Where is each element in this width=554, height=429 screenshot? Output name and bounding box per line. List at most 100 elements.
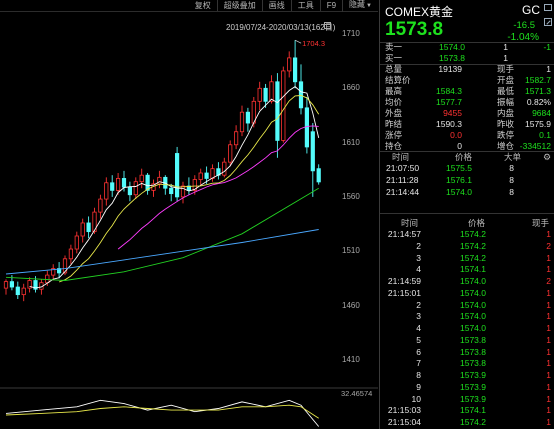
- trades-list[interactable]: 21:14:57 1574.2 1 2 1574.2 2 3 1574.2 1 4 1574.1 1 2…: [380, 229, 554, 429]
- trade-time: 10: [411, 393, 421, 404]
- trade-price: 1573.9: [460, 370, 486, 380]
- candle-body: [169, 187, 174, 195]
- trade-row[interactable]: 10 1573.9 1: [380, 394, 554, 405]
- column-header-volume: 现手: [532, 218, 550, 228]
- trade-volume: 1: [546, 299, 551, 310]
- big-order-row[interactable]: 21:11:28 1576.1 8: [380, 175, 554, 186]
- y-tick-label: 1660: [342, 83, 360, 93]
- candle-body: [127, 186, 132, 196]
- candle-body: [204, 172, 209, 179]
- trade-row[interactable]: 5 1573.8 1: [380, 335, 554, 346]
- trade-row[interactable]: 8 1573.9 1: [380, 370, 554, 381]
- trade-time: 6: [416, 346, 421, 357]
- kline-chart[interactable]: 1704.3 复权 超级叠加 画线 工具 F9 隐藏▼ 2019/07/24-2…: [0, 0, 378, 429]
- trade-price: 1573.9: [460, 381, 486, 392]
- candle-body: [263, 87, 268, 102]
- bid-label: 买一: [385, 53, 403, 63]
- calendar-icon[interactable]: [324, 22, 331, 29]
- trade-row[interactable]: 3 1574.2 1: [380, 253, 554, 264]
- candle-body: [68, 248, 73, 260]
- trade-row[interactable]: 2 1574.2 2: [380, 241, 554, 252]
- candle-body: [80, 222, 85, 237]
- stat-row: 昨结 1590.3 昨收 1575.9: [380, 119, 554, 130]
- stat-value: 1582.7: [525, 75, 551, 85]
- trade-volume: 1: [546, 311, 551, 322]
- big-orders-header: 时间 价格 大单: [380, 152, 554, 163]
- order-price: 1575.5: [446, 163, 472, 173]
- bid-volume: 1: [503, 53, 508, 63]
- trade-row[interactable]: 4 1574.0 1: [380, 323, 554, 334]
- trade-time: 3: [416, 252, 421, 263]
- edit-icon[interactable]: [544, 18, 552, 26]
- window-icon[interactable]: [544, 4, 552, 11]
- trade-row[interactable]: 2 1574.0 1: [380, 300, 554, 311]
- trade-volume: 1: [546, 287, 551, 298]
- divider: [380, 151, 554, 152]
- candles-layer: [3, 40, 321, 302]
- stat-value: 1: [546, 64, 551, 74]
- instrument-code: GC: [522, 3, 540, 17]
- toolbar-draw-line[interactable]: 画线: [261, 0, 291, 11]
- toolbar-super-overlay[interactable]: 超级叠加: [216, 0, 262, 11]
- big-order-row[interactable]: 21:07:50 1575.5 8: [380, 163, 554, 174]
- stat-label: 跌停: [497, 130, 515, 140]
- stat-label: 涨停: [385, 130, 403, 140]
- toolbar-tools[interactable]: 工具: [290, 0, 320, 11]
- stat-value: 1590.3: [436, 119, 462, 129]
- trade-row[interactable]: 21:15:03 1574.1 1: [380, 405, 554, 416]
- trade-row[interactable]: 9 1573.9 1: [380, 382, 554, 393]
- stat-row: 结算价 开盘 1582.7: [380, 75, 554, 86]
- trade-price: 1573.8: [460, 358, 486, 369]
- kline-canvas[interactable]: 1704.3: [0, 0, 378, 429]
- trade-time: 4: [416, 323, 421, 333]
- gear-icon[interactable]: ⚙: [543, 152, 552, 162]
- trade-row[interactable]: 21:15:04 1574.2 1: [380, 417, 554, 428]
- trade-row[interactable]: 21:14:57 1574.2 1: [380, 229, 554, 240]
- stat-value: 0.82%: [526, 97, 551, 107]
- chart-toolbar: 复权 超级叠加 画线 工具 F9 隐藏▼: [0, 0, 378, 12]
- ma120-line: [5, 229, 319, 275]
- trade-volume: 1: [546, 323, 551, 333]
- trade-price: 1574.1: [460, 264, 486, 275]
- candle-body: [180, 185, 186, 198]
- trade-volume: 1: [546, 229, 551, 239]
- stat-label: 持仓: [385, 141, 403, 151]
- stat-value: 19139: [438, 64, 462, 74]
- stat-label: 最高: [385, 86, 403, 96]
- stat-label: 开盘: [497, 75, 515, 85]
- candle-body: [15, 286, 20, 296]
- ask-label: 卖一: [385, 42, 403, 52]
- stat-value: 0.1: [539, 130, 551, 140]
- toolbar-restore-rights[interactable]: 复权: [194, 1, 211, 10]
- toolbar-f9[interactable]: F9: [319, 0, 342, 11]
- candle-body: [316, 168, 321, 183]
- divider: [380, 42, 554, 43]
- trade-row[interactable]: 6 1573.8 1: [380, 347, 554, 358]
- big-order-row[interactable]: 21:14:44 1574.0 8: [380, 187, 554, 198]
- order-volume: 8: [509, 175, 514, 185]
- trade-row[interactable]: 21:15:01 1574.0 1: [380, 288, 554, 299]
- trades-header: 时间 价格 现手: [380, 218, 554, 229]
- candle-body: [33, 280, 38, 290]
- trade-time: 2: [416, 240, 421, 251]
- trade-row[interactable]: 4 1574.1 1: [380, 264, 554, 275]
- big-orders-list: 21:07:50 1575.5 8 21:11:28 1576.1 8 21:14:44 15…: [380, 163, 554, 203]
- candle-body: [233, 131, 239, 146]
- trade-volume: 1: [546, 393, 551, 404]
- trade-time: 21:15:03: [387, 405, 421, 416]
- candle-body: [192, 179, 197, 191]
- trade-price: 1573.8: [460, 334, 486, 345]
- y-tick-label: 1510: [342, 246, 360, 256]
- candle-body: [98, 198, 103, 213]
- trade-row[interactable]: 7 1573.8 1: [380, 358, 554, 369]
- trade-row[interactable]: 3 1574.0 1: [380, 311, 554, 322]
- trade-row[interactable]: 21:14:59 1574.0 2: [380, 276, 554, 287]
- candle-body: [104, 182, 109, 200]
- candle-body: [222, 161, 227, 176]
- toolbar-hide[interactable]: 隐藏▼: [342, 0, 378, 12]
- order-volume: 8: [509, 163, 514, 173]
- stat-value: 1577.7: [436, 97, 462, 107]
- high-marker-label: 1704.3: [302, 39, 325, 48]
- chevron-down-icon: ▼: [366, 3, 372, 9]
- ask-volume: 1: [503, 42, 508, 52]
